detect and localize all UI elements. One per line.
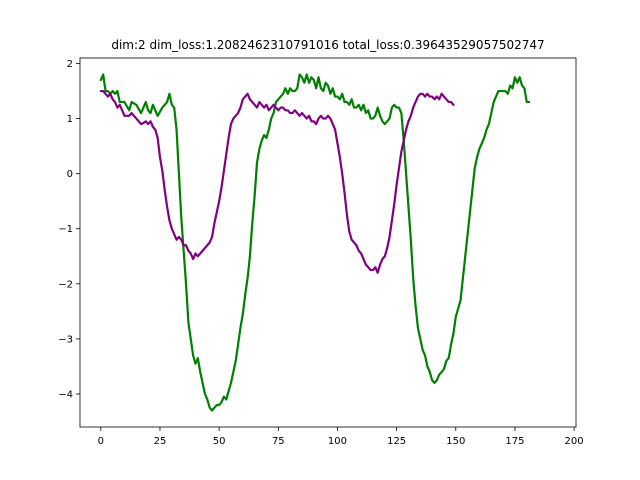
x-tick-label: 0 xyxy=(98,436,104,447)
y-tick-label: −3 xyxy=(58,334,73,345)
x-tick-label: 175 xyxy=(505,436,524,447)
x-tick-label: 25 xyxy=(154,436,167,447)
y-tick-label: −1 xyxy=(58,224,73,235)
x-axis: 0 25 50 75 100 125 150 175 200 xyxy=(98,427,584,447)
x-tick-label: 125 xyxy=(387,436,406,447)
series-line-1 xyxy=(99,73,531,412)
x-tick-label: 50 xyxy=(213,436,226,447)
x-tick-label: 200 xyxy=(565,436,584,447)
y-tick-label: −2 xyxy=(58,279,73,290)
series-layer xyxy=(99,73,531,412)
y-tick-label: −4 xyxy=(58,389,73,400)
y-tick-label: 1 xyxy=(67,114,73,125)
plot-frame xyxy=(79,57,577,428)
chart-title: dim:2 dim_loss:1.2082462310791016 total_… xyxy=(111,38,544,52)
x-tick-label: 150 xyxy=(446,436,465,447)
y-tick-label: 0 xyxy=(67,169,73,180)
y-tick-label: 2 xyxy=(67,59,73,70)
x-tick-label: 100 xyxy=(328,436,347,447)
series-line-2 xyxy=(99,89,455,274)
x-tick-label: 75 xyxy=(272,436,285,447)
y-axis: −4 −3 −2 −1 0 1 2 xyxy=(58,59,80,400)
